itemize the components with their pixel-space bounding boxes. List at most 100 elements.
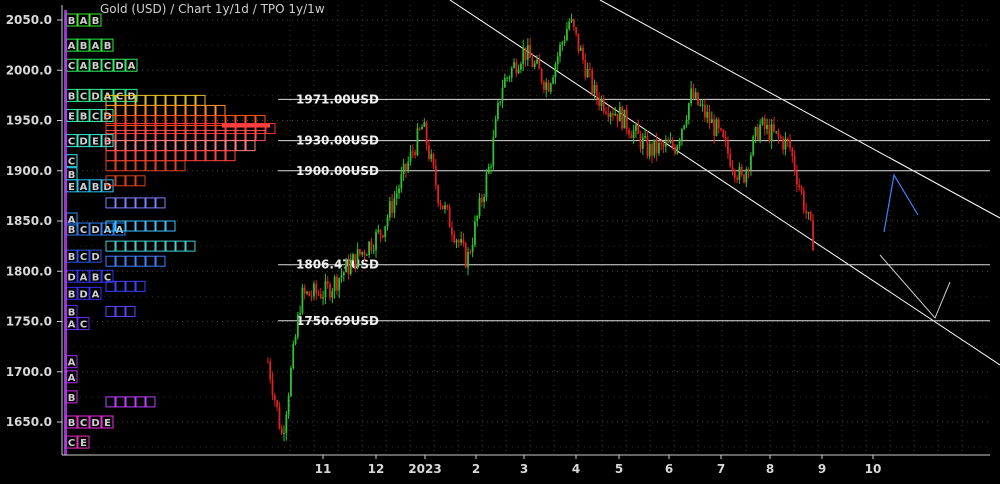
candle-body: [526, 45, 529, 60]
candle-body: [540, 69, 543, 83]
candle-body: [331, 290, 334, 298]
tpo-value-area-cell: [125, 115, 136, 126]
tpo-letter: C: [80, 320, 87, 331]
tpo-value-area-cell: [105, 240, 116, 252]
candle-body: [478, 197, 481, 216]
tpo-value-area-cell: [155, 140, 166, 152]
tpo-value-area-cell: [235, 130, 246, 142]
tpo-value-area-cell: [105, 150, 116, 162]
tpo-value-area-cell: [135, 150, 146, 162]
candle-body: [699, 104, 702, 106]
tpo-cell: [89, 286, 102, 300]
tpo-cell: [89, 269, 102, 283]
candle-body: [428, 145, 430, 159]
price-levels: 1971.00USD 1930.00USD 1900.00USD 1806.47USD…: [278, 92, 990, 328]
candle-body: [572, 19, 575, 28]
tpo-cell: [77, 286, 90, 300]
tpo-value-area-cell: [125, 255, 136, 267]
candlesticks: [267, 13, 814, 442]
candle-body: [793, 156, 796, 172]
tpo-value-area-cell: [175, 104, 186, 116]
candle-body: [365, 254, 368, 256]
tpo-cell: [89, 38, 102, 52]
tpo-letter: B: [80, 111, 88, 122]
candle-body: [570, 19, 573, 22]
candle-body: [301, 287, 304, 313]
candle-body: [593, 85, 596, 94]
candle-body: [648, 143, 651, 157]
tpo-cell: [89, 249, 102, 263]
tpo-letter: B: [92, 16, 100, 27]
candle-body: [352, 254, 354, 261]
candle-body: [745, 169, 748, 183]
candle-body: [724, 137, 727, 141]
tpo-letter: E: [92, 137, 99, 148]
tpo-letter: C: [80, 252, 87, 263]
candle-body: [664, 141, 667, 147]
candle-body: [269, 361, 272, 380]
candle-body: [600, 98, 603, 106]
candle-body: [342, 272, 345, 276]
y-tick-label: 1750.0: [6, 315, 52, 329]
tpo-value-area-cell: [245, 130, 256, 142]
tpo-value-area-cell: [155, 220, 166, 232]
candle-body: [786, 138, 789, 141]
x-tick-label: 8: [766, 462, 774, 476]
y-tick-label: 1950.0: [6, 114, 52, 128]
tpo-letter: B: [68, 393, 76, 404]
candle-body: [692, 88, 695, 99]
candle-body: [559, 44, 561, 57]
candle-body: [464, 243, 467, 268]
tpo-value-area-cell: [105, 280, 116, 292]
candle-body: [322, 297, 325, 299]
channel-upper-line: [599, 0, 1000, 219]
tpo-value-area-cell: [265, 123, 276, 135]
tpo-value-area-cell: [155, 160, 166, 172]
tpo-value-area-cell: [235, 140, 246, 152]
tpo-value-area-cell: [105, 175, 116, 187]
tpo-cell: [77, 13, 90, 27]
tpo-value-area-cell: [135, 115, 146, 126]
tpo-value-area-cell: [205, 150, 216, 162]
tpo-cell: [77, 108, 90, 122]
candle-body: [485, 173, 488, 197]
candle-body: [296, 314, 299, 337]
tpo-cell: [77, 222, 90, 236]
candle-body: [386, 217, 389, 227]
tpo-letter: A: [92, 41, 100, 52]
candle-body: [639, 134, 642, 149]
tpo-cell: [77, 179, 90, 193]
candle-body: [722, 129, 725, 138]
candle-body: [662, 143, 665, 147]
tpo-value-area-cell: [115, 123, 126, 135]
candle-body: [605, 111, 607, 114]
tpo-value-area-cell: [115, 150, 126, 162]
candle-body: [418, 128, 421, 130]
candle-body: [641, 137, 644, 149]
tpo-letter: A: [68, 373, 76, 384]
candle-body: [782, 138, 785, 150]
candle-body: [474, 221, 476, 245]
tpo-letter: A: [68, 215, 76, 226]
tpo-letter: B: [68, 225, 76, 236]
candle-body: [584, 59, 587, 78]
tpo-value-area-cell: [155, 94, 166, 106]
tpo-value-area-cell: [225, 150, 236, 162]
candle-body: [407, 161, 410, 171]
candle-body: [614, 113, 617, 116]
candle-body: [704, 104, 706, 118]
candle-body: [667, 141, 670, 143]
candle-body: [531, 57, 534, 68]
candle-body: [761, 118, 764, 125]
tpo-cell: [89, 88, 102, 102]
candle-body: [467, 251, 469, 268]
candle-body: [299, 312, 302, 315]
candle-body: [777, 131, 780, 137]
x-tick-label: 12: [368, 462, 385, 476]
tpo-value-area-cell: [145, 160, 156, 172]
candle-body: [635, 124, 637, 131]
tpo-value-area-cell: [165, 240, 176, 252]
candle-body: [623, 109, 626, 129]
tpo-value-area-cell: [175, 115, 186, 126]
tpo-letter: B: [68, 91, 76, 102]
